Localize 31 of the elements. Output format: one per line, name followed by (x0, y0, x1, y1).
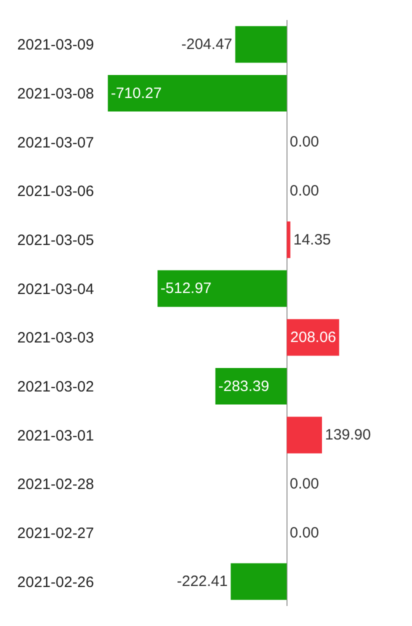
y-tick-label: 2021-03-08 (17, 86, 94, 102)
bar (230, 563, 287, 600)
data-label: -512.97 (160, 280, 212, 298)
bar (215, 368, 287, 405)
data-label: -283.39 (218, 378, 270, 395)
data-label: 0.00 (290, 182, 319, 200)
y-tick-label: 2021-03-02 (17, 378, 94, 396)
y-tick-label: 2021-03-04 (17, 280, 94, 298)
data-label: -710.27 (110, 84, 162, 102)
data-label: 139.90 (324, 426, 371, 444)
bar (286, 416, 322, 454)
y-tick-label: 2021-02-28 (17, 476, 94, 494)
bar (158, 270, 287, 307)
data-label: 0.00 (290, 475, 319, 492)
data-label: -204.47 (181, 36, 232, 53)
bar (108, 74, 287, 112)
data-label: 0.00 (290, 134, 319, 151)
y-tick-label: 2021-03-06 (17, 183, 94, 200)
y-tick-label: 2021-02-26 (17, 574, 94, 591)
y-tick-label: 2021-03-01 (17, 427, 94, 444)
y-tick-label: 2021-03-05 (17, 232, 94, 249)
data-label: 14.35 (293, 231, 331, 248)
y-tick-label: 2021-02-27 (17, 525, 94, 542)
bar (235, 26, 287, 63)
bar (286, 221, 290, 258)
y-tick-label: 2021-03-09 (17, 36, 94, 54)
data-label: -222.41 (176, 573, 228, 590)
data-label: 208.06 (290, 328, 336, 346)
y-tick-label: 2021-03-07 (17, 134, 94, 152)
y-tick-label: 2021-03-03 (17, 330, 94, 347)
data-label: 0.00 (290, 524, 319, 542)
